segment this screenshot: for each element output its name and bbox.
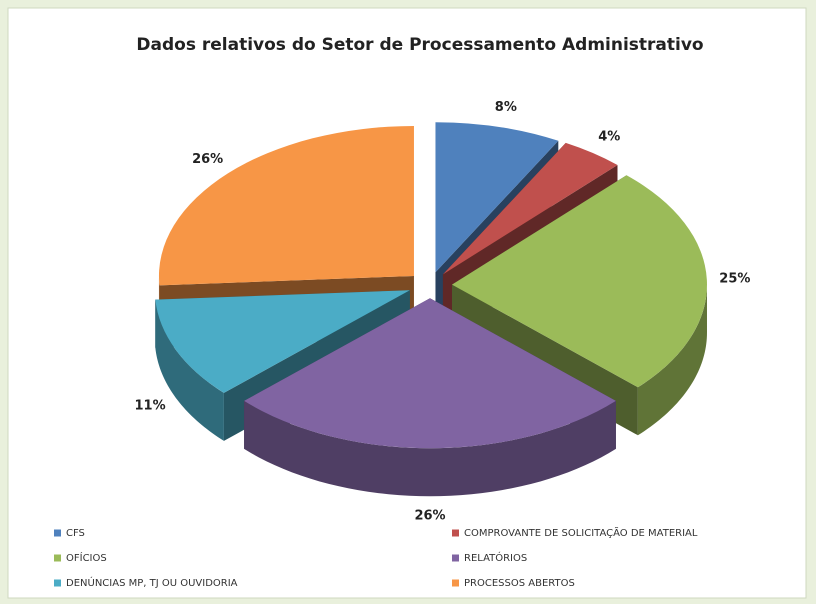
slice: [435, 122, 559, 273]
legend-swatch: [54, 579, 61, 587]
legend-swatch: [452, 529, 459, 537]
legend-swatch: [452, 554, 459, 562]
legend-label: OFÍCIOS: [66, 551, 107, 564]
data-label: 4%: [598, 129, 620, 144]
legend-swatch: [54, 529, 61, 537]
data-label: 25%: [719, 272, 750, 287]
legend-label: DENÚNCIAS MP, TJ OU OUVIDORIA: [66, 576, 238, 589]
slice-edge: [637, 284, 707, 436]
legend-label: CFS: [66, 528, 85, 539]
data-label: 26%: [414, 509, 445, 524]
data-label: 8%: [495, 100, 517, 115]
legend-label: RELATÓRIOS: [464, 551, 527, 564]
slice-edge: [155, 299, 224, 441]
slice: [451, 175, 707, 388]
slice-edge: [244, 400, 616, 497]
slice: [158, 125, 414, 286]
data-label: 11%: [135, 398, 166, 413]
slice: [442, 142, 618, 275]
legend-label: COMPROVANTE DE SOLICITAÇÃO DE MATERIAL: [464, 526, 698, 539]
legend-swatch: [452, 579, 459, 587]
chart-title: Dados relativos do Setor de Processament…: [136, 35, 703, 55]
slice: [155, 290, 410, 393]
legend-swatch: [54, 554, 61, 562]
data-label: 26%: [192, 152, 223, 167]
slice: [244, 298, 616, 449]
legend-label: PROCESSOS ABERTOS: [464, 578, 575, 589]
